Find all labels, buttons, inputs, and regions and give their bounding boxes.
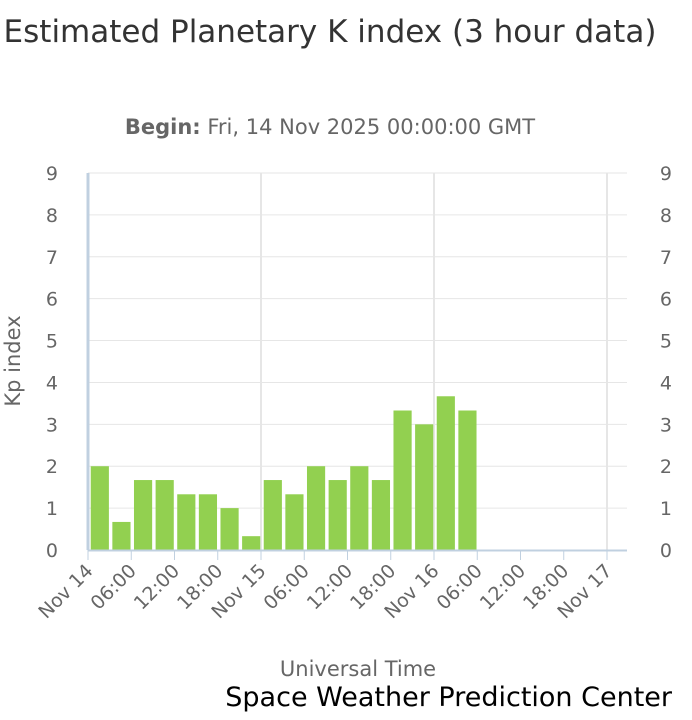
x-tick-label: 12:00 — [303, 560, 357, 614]
x-tick-label: 06:00 — [433, 560, 487, 614]
x-tick-label: 06:00 — [260, 560, 314, 614]
y-tick-label-right: 6 — [660, 289, 672, 311]
y-tick-label-right: 9 — [660, 163, 672, 185]
kp-bar — [90, 466, 109, 550]
y-tick-label: 3 — [46, 414, 58, 436]
kp-bar — [458, 410, 477, 550]
kp-bar — [177, 494, 196, 550]
y-tick-label: 4 — [46, 372, 58, 394]
y-tick-labels-left: 0 1 2 3 4 5 6 7 8 9 — [46, 163, 58, 562]
y-tick-labels-right: 0 1 2 3 4 5 6 7 8 9 — [660, 163, 672, 562]
grid-lines — [88, 172, 627, 550]
x-tick-label: 06:00 — [87, 560, 141, 614]
kp-bar — [306, 466, 326, 550]
kp-bar — [155, 480, 174, 550]
kp-bar — [198, 494, 218, 550]
axes — [86, 173, 627, 560]
y-tick-label: 9 — [46, 163, 58, 185]
y-tick-label-right: 1 — [660, 498, 672, 520]
chart-title: Estimated Planetary K index (3 hour data… — [3, 14, 657, 50]
y-tick-label-right: 8 — [660, 205, 672, 227]
y-tick-label-right: 3 — [660, 414, 672, 436]
x-axis-label: Universal Time — [280, 657, 436, 681]
bars — [90, 396, 477, 550]
x-tick-label: 12:00 — [476, 560, 530, 614]
y-tick-label: 5 — [46, 331, 58, 353]
y-tick-label-right: 4 — [660, 372, 672, 394]
y-tick-label: 0 — [46, 540, 58, 562]
y-tick-label-right: 7 — [660, 247, 672, 269]
kp-bar — [220, 508, 239, 550]
chart-subtitle: Begin: Fri, 14 Nov 2025 00:00:00 GMT — [0, 115, 660, 139]
kp-bar — [436, 396, 455, 550]
y-axis-label: Kp index — [1, 315, 25, 406]
x-tick-label: Nov 14 — [34, 560, 97, 623]
y-tick-label: 7 — [46, 247, 58, 269]
kp-bar — [242, 536, 261, 550]
y-tick-label-right: 2 — [660, 456, 672, 478]
subtitle-label: Begin: — [124, 115, 201, 139]
credit-label: Space Weather Prediction Center — [225, 682, 672, 713]
y-tick-label-right: 5 — [660, 331, 672, 353]
kp-bar — [133, 480, 153, 550]
y-tick-label: 6 — [46, 289, 58, 311]
kp-bar — [350, 466, 369, 550]
kp-bar — [415, 424, 434, 550]
kp-bar — [393, 410, 412, 550]
y-tick-label: 8 — [46, 205, 58, 227]
subtitle-value: Fri, 14 Nov 2025 00:00:00 GMT — [207, 115, 536, 139]
kp-bar — [328, 480, 347, 550]
kp-bar — [263, 480, 282, 550]
y-tick-label-right: 0 — [660, 540, 672, 562]
kp-bar — [285, 494, 304, 550]
kp-bar — [112, 521, 131, 550]
y-tick-label: 2 — [46, 456, 58, 478]
x-tick-label: 12:00 — [130, 560, 184, 614]
y-tick-label: 1 — [46, 498, 58, 520]
kp-bar — [371, 480, 391, 550]
